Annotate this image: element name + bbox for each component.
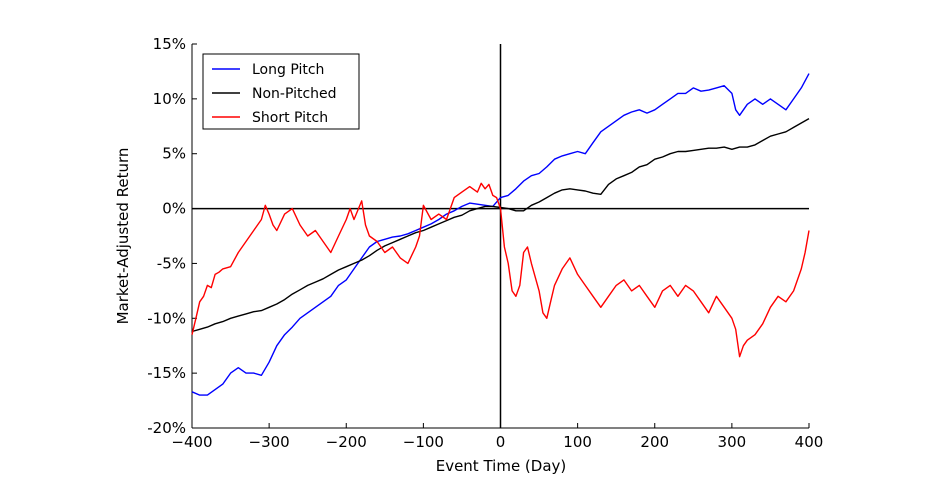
y-tick-label: -10% [147,309,186,327]
legend-label-non-pitched: Non-Pitched [252,86,337,102]
series-line-long-pitch [191,73,810,396]
legend: Long Pitch Non-Pitched Short Pitch [202,53,360,130]
x-tick-label: 100 [563,433,592,451]
x-tick-label: 0 [496,433,506,451]
x-tick-label: −200 [326,433,367,451]
y-tick-label: -5% [157,254,186,272]
y-tick-label: -15% [147,364,186,382]
series-lines [191,73,810,396]
y-tick-label: 10% [153,90,186,108]
axes: −400 −300 −200 −100 0 100 200 300 400 15% 10% 5% 0% -… [147,35,823,451]
legend-label-long-pitch: Long Pitch [252,62,324,78]
x-axis-label: Event Time (Day) [436,457,567,475]
x-tick-label: −300 [249,433,290,451]
series-line-short-pitch [191,182,810,358]
x-tick-label: 400 [795,433,824,451]
x-tick-label: 300 [718,433,747,451]
y-tick-label: -20% [147,419,186,437]
y-tick-label: 0% [162,200,186,218]
y-axis-label: Market-Adjusted Return [114,148,132,325]
y-tick-label: 15% [153,35,186,53]
x-tick-label: −400 [171,433,212,451]
y-tick-label: 5% [162,145,186,163]
legend-label-short-pitch: Short Pitch [252,110,328,126]
x-tick-label: −100 [403,433,444,451]
x-tick-label: 200 [640,433,669,451]
